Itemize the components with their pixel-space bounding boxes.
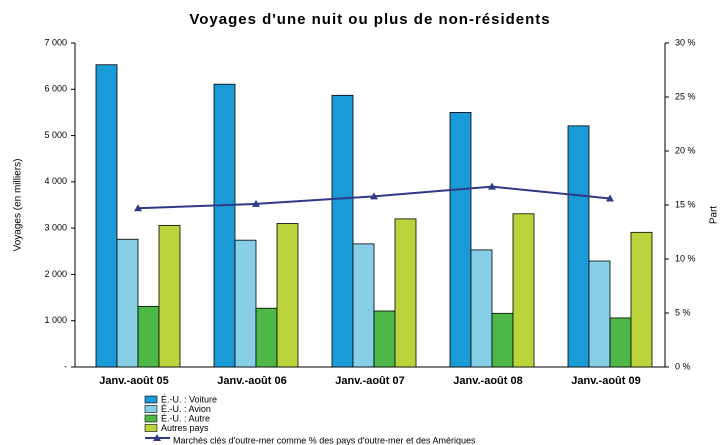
x-tick-label: Janv.-août 05	[99, 375, 169, 387]
bar	[609, 317, 632, 368]
line-marker	[252, 199, 260, 207]
y-tick-label: 4 000	[44, 176, 67, 186]
chart-title: Voyages d'une nuit ou plus de non-réside…	[189, 11, 550, 28]
x-tick-label: Janv.-août 08	[453, 375, 523, 387]
line-marker	[488, 182, 496, 190]
y2-tick-label: 15 %	[675, 199, 696, 209]
line-marker	[606, 194, 614, 202]
bar	[95, 64, 118, 368]
legend-label: Autres pays	[161, 423, 209, 433]
y2-axis-label: Part	[709, 206, 720, 225]
line-marker	[134, 204, 142, 212]
x-tick-label: Janv.-août 06	[217, 375, 287, 387]
bar	[373, 310, 396, 368]
bar	[234, 239, 257, 368]
y-tick-label: 7 000	[44, 37, 67, 47]
legend-swatch	[144, 405, 158, 413]
bar	[512, 213, 535, 368]
x-tick-label: Janv.-août 09	[571, 375, 641, 387]
legend-marker	[153, 434, 161, 441]
bar	[491, 312, 514, 368]
y-tick-label: 1 000	[44, 315, 67, 325]
bar	[470, 249, 493, 368]
y-tick-label: 6 000	[44, 84, 67, 94]
bar	[116, 238, 139, 368]
bar	[276, 223, 299, 368]
legend-label: É.-U. : Voiture	[161, 394, 217, 404]
bar	[255, 307, 278, 368]
y2-tick-label: 0 %	[675, 361, 691, 371]
legend-swatch	[144, 414, 158, 423]
y-tick-label: 2 000	[44, 269, 67, 279]
bar	[331, 94, 354, 368]
legend-label: É.-U. : Avion	[161, 404, 211, 414]
bar	[449, 112, 472, 368]
line-marker	[370, 192, 378, 200]
bar	[630, 231, 653, 368]
y2-tick-label: 5 %	[675, 307, 691, 317]
y2-tick-label: 25 %	[675, 91, 696, 101]
x-tick-label: Janv.-août 07	[335, 375, 405, 387]
bar	[137, 305, 160, 368]
legend-label: É.-U. : Autre	[161, 413, 210, 423]
y-tick-label: -	[64, 361, 67, 371]
y2-tick-label: 10 %	[675, 253, 696, 263]
legend-swatch	[144, 395, 158, 404]
bar	[588, 260, 611, 368]
bar	[352, 243, 375, 368]
y-tick-label: 3 000	[44, 223, 67, 233]
bar	[213, 83, 236, 368]
bar	[394, 218, 417, 368]
y2-tick-label: 30 %	[675, 37, 696, 47]
legend-swatch	[144, 424, 158, 432]
y2-tick-label: 20 %	[675, 145, 696, 155]
legend-label: Marchés clés d'outre-mer comme % des pay…	[173, 435, 476, 445]
y-axis-label: Voyages (en milliers)	[13, 159, 24, 252]
bar	[567, 125, 590, 368]
y-tick-label: 5 000	[44, 130, 67, 140]
bar	[158, 224, 181, 368]
